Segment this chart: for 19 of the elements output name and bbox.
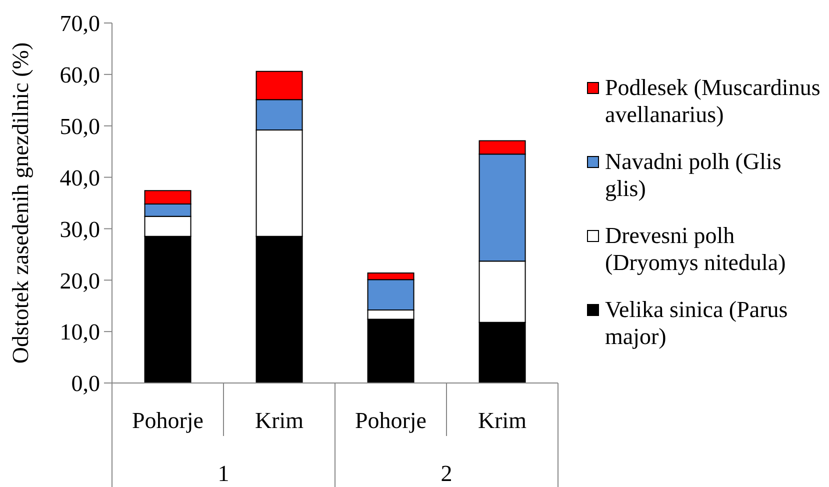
x-tick-label: Krim xyxy=(478,408,527,433)
y-tick-label: 50,0 xyxy=(60,114,100,140)
y-tick-label: 40,0 xyxy=(60,165,100,190)
legend-label: Podlesek (Muscardinus avellanarius) xyxy=(605,74,822,128)
y-tick-label: 10,0 xyxy=(60,320,100,345)
y-tick-label: 60,0 xyxy=(60,62,100,88)
x-tick-label: Pohorje xyxy=(132,408,204,433)
legend-label: Drevesni polh (Dryomys nitedula) xyxy=(605,222,787,276)
legend-label: Navadni polh (Glis glis) xyxy=(605,148,782,202)
y-tick-label: 70,0 xyxy=(60,11,100,36)
y-tick-label: 0,0 xyxy=(71,371,100,396)
text: 2 xyxy=(440,461,452,486)
y-tick-label: 20,0 xyxy=(60,268,100,294)
x-tick-label: Pohorje xyxy=(354,408,427,433)
y-axis-title: Odstotek zasedenih gnezdilnic (%) xyxy=(8,42,34,364)
x-tick-label: Krim xyxy=(254,408,304,433)
text: 1 xyxy=(218,461,230,486)
y-tick-label: 30,0 xyxy=(60,216,100,242)
legend-label: Velika sinica (Parus major) xyxy=(605,296,789,350)
